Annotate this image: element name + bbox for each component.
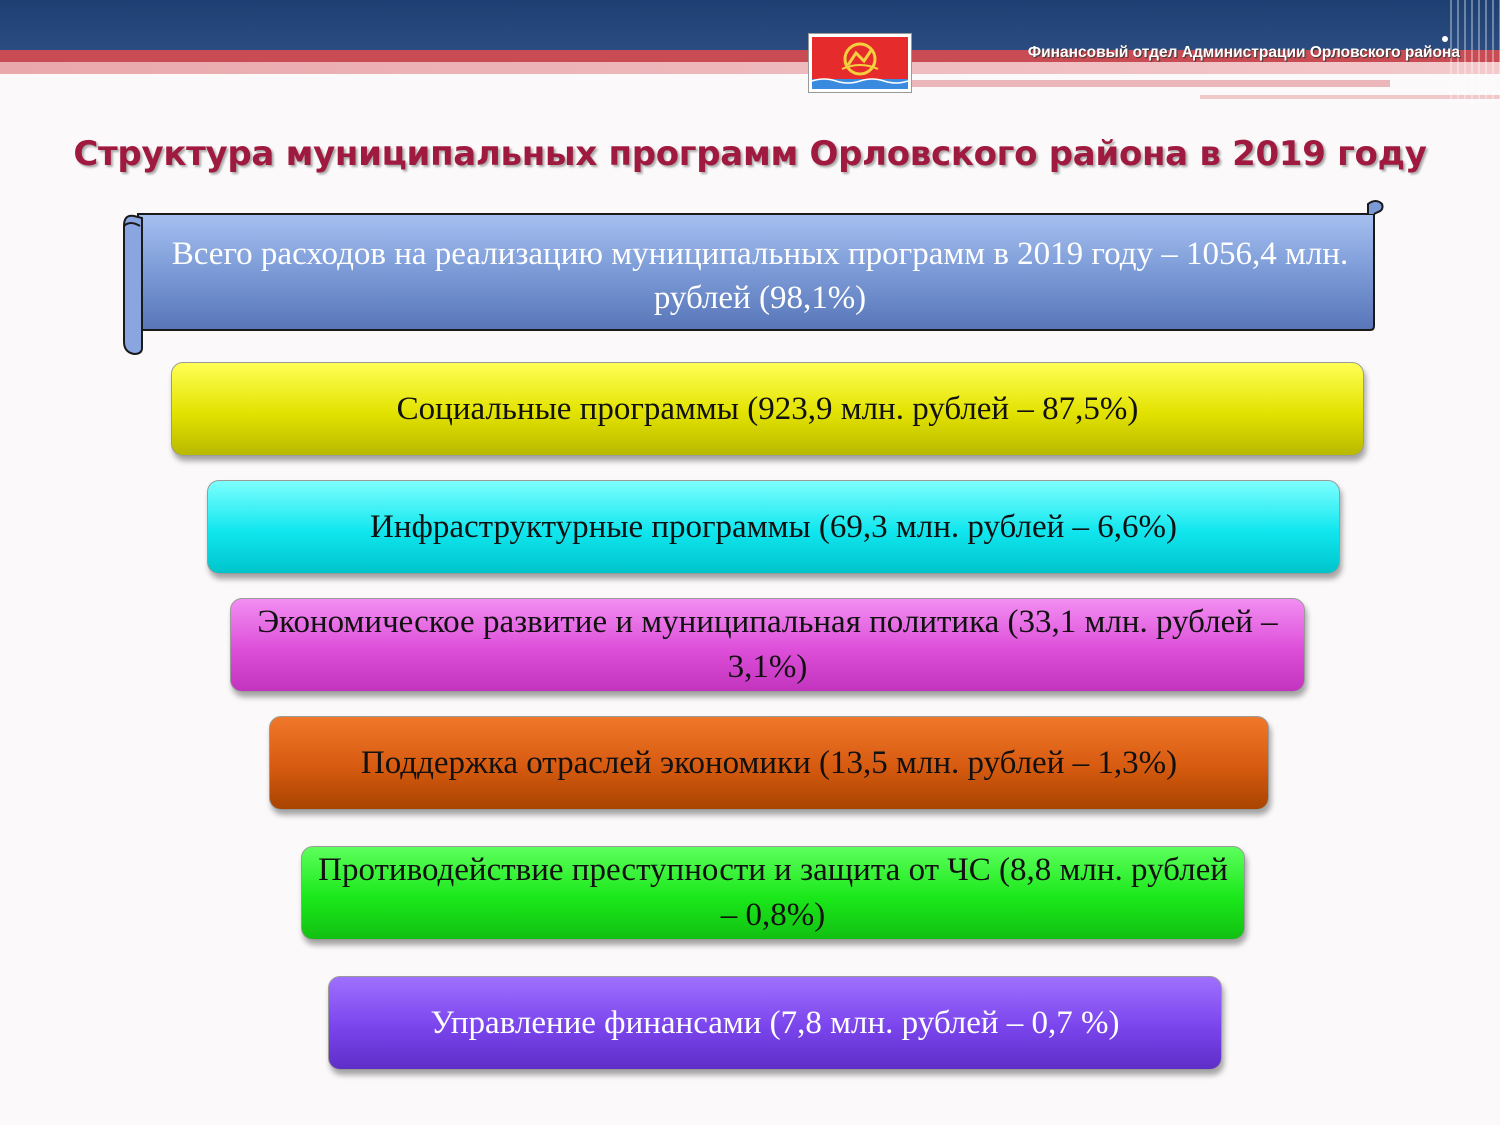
total-scroll-banner: Всего расходов на реализацию муниципальн… xyxy=(120,196,1392,356)
coat-of-arms-logo xyxy=(808,33,912,93)
program-box-crime-prevention: Противодействие преступности и защита от… xyxy=(301,846,1245,940)
program-label: Противодействие преступности и защита от… xyxy=(318,852,1228,933)
program-box-economic-development: Экономическое развитие и муниципальная п… xyxy=(230,598,1305,692)
header-band xyxy=(0,0,1500,50)
page-title: Структура муниципальных программ Орловск… xyxy=(73,134,1427,174)
program-label: Экономическое развитие и муниципальная п… xyxy=(257,604,1278,685)
total-expenses-text: Всего расходов на реализацию муниципальн… xyxy=(171,236,1349,316)
header-red-stripe xyxy=(0,50,1500,62)
header-dot xyxy=(1442,36,1448,42)
program-box-social: Социальные программы (923,9 млн. рублей … xyxy=(171,362,1364,456)
program-box-finance-management: Управление финансами (7,8 млн. рублей – … xyxy=(328,976,1222,1070)
program-label: Социальные программы (923,9 млн. рублей … xyxy=(396,390,1139,427)
program-label: Инфраструктурные программы (69,3 млн. ру… xyxy=(369,508,1177,545)
program-box-infrastructure: Инфраструктурные программы (69,3 млн. ру… xyxy=(207,480,1340,574)
header-pink-stripe xyxy=(0,62,1500,74)
header-thin-stripe-2 xyxy=(1200,95,1500,99)
header-thin-stripe xyxy=(900,80,1390,87)
scroll-shape xyxy=(123,200,1384,356)
coat-of-arms-icon xyxy=(812,37,908,89)
organization-name: Финансовый отдел Администрации Орловског… xyxy=(1027,44,1460,61)
program-label: Управление финансами (7,8 млн. рублей – … xyxy=(430,1004,1120,1041)
header-vertical-stripes xyxy=(1450,0,1500,100)
program-label: Поддержка отраслей экономики (13,5 млн. … xyxy=(360,744,1178,781)
program-box-economy-support: Поддержка отраслей экономики (13,5 млн. … xyxy=(269,716,1269,810)
